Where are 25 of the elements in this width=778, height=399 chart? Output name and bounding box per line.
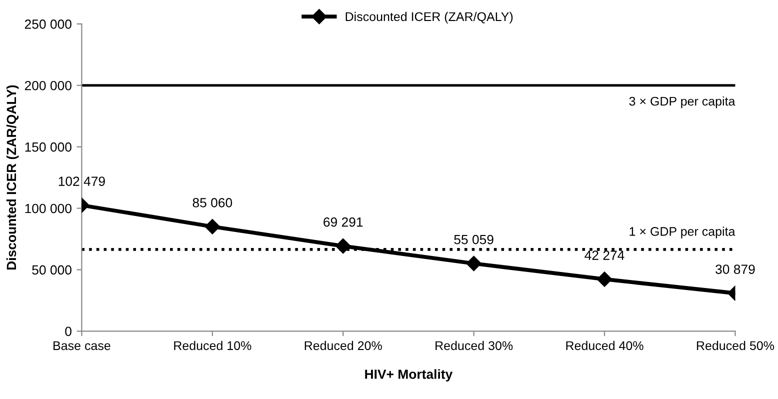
x-tick-label: Reduced 30% xyxy=(436,340,513,350)
data-label: 42 274 xyxy=(584,250,624,260)
x-tick-label: Base case xyxy=(54,341,110,350)
x-tick-label: Reduced 50% xyxy=(696,340,774,350)
ref-line-label: 1 × GDP per capita xyxy=(630,226,736,238)
data-label: 55 059 xyxy=(454,234,494,244)
y-tick-label: 150 000 xyxy=(25,142,72,152)
data-label: 69 291 xyxy=(324,217,363,227)
y-tick-label: 100 000 xyxy=(25,204,72,214)
y-tick-label: 200 000 xyxy=(24,80,72,90)
ref-line-label: 3 × GDP per capita xyxy=(629,96,736,108)
x-tick-label: Reduced 40% xyxy=(566,340,644,350)
point xyxy=(336,238,351,254)
x-tick-label: Reduced 20% xyxy=(304,340,382,350)
legend-label: Discounted ICER (ZAR/QALY) xyxy=(346,12,513,24)
point xyxy=(466,256,482,272)
y-axis-title: Discounted ICER (ZAR/QALY) xyxy=(6,85,19,270)
data-label: 30 879 xyxy=(716,264,755,274)
x-tick-label: Reduced 10% xyxy=(174,340,252,350)
data-label: 102 479 xyxy=(58,176,105,186)
y-tick-label: 0 xyxy=(65,326,72,336)
y-tick-label: 250 000 xyxy=(24,20,72,29)
y-tick-label: 50 000 xyxy=(32,265,72,275)
data-label: 85 060 xyxy=(192,198,232,208)
x-axis-title: HIV+ Mortality xyxy=(365,369,453,382)
